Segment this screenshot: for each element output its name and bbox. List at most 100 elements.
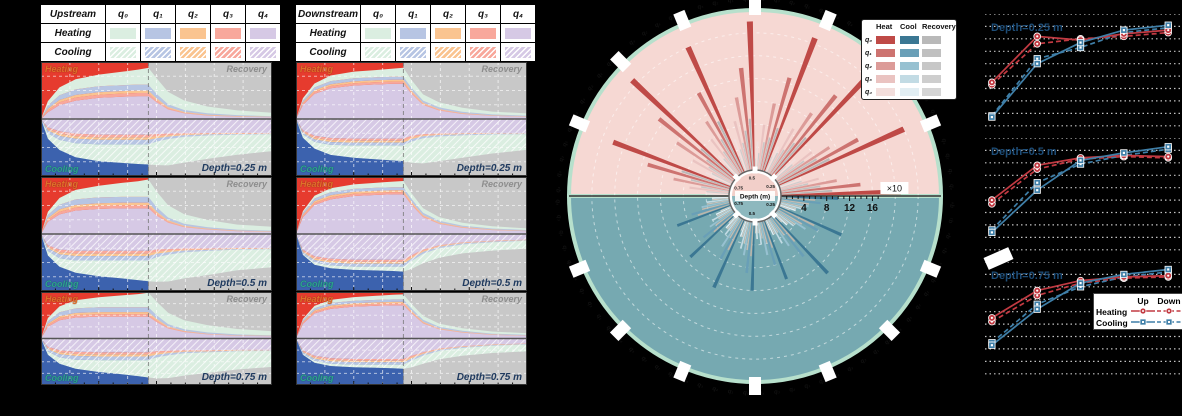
svg-text:q₃: q₃ xyxy=(905,315,914,324)
upstream-legend-table: Upstream q₀ q₁ q₂ q₃ q₄ Heating Cooling xyxy=(40,4,281,62)
svg-text:q₄: q₄ xyxy=(758,0,765,3)
svg-text:q₃: q₃ xyxy=(697,382,705,390)
svg-text:q₀: q₀ xyxy=(818,378,826,386)
cooling-down-sample xyxy=(1156,317,1182,329)
svg-text:q₃: q₃ xyxy=(579,96,587,105)
heating-swatch-q4 xyxy=(250,27,276,39)
cooling-swatch-q1 xyxy=(145,46,171,58)
heating-swatch-q3 xyxy=(215,27,241,39)
svg-text:8: 8 xyxy=(824,203,830,214)
cooling-swatch-q1 xyxy=(400,46,426,58)
heating-swatch-q3 xyxy=(470,27,496,39)
svg-text:q₄: q₄ xyxy=(832,13,841,21)
svg-text:q₀: q₀ xyxy=(743,390,750,396)
svg-text:q₃: q₃ xyxy=(628,38,637,47)
col-q1: q₁ xyxy=(140,4,176,24)
svg-text:q₃: q₃ xyxy=(940,138,948,146)
svg-text:q₂: q₂ xyxy=(945,231,952,239)
svg-text:q₁: q₁ xyxy=(947,169,954,175)
svg-text:q₀: q₀ xyxy=(884,337,893,346)
svg-text:q₄: q₄ xyxy=(616,336,625,345)
row-heating-label: Heating xyxy=(40,23,106,43)
area-chart-upstream-1: Heating Recovery Cooling Depth=0.5 m xyxy=(41,177,272,291)
area-chart-downstream-2: Heating Recovery Cooling Depth=0.75 m xyxy=(296,292,527,385)
downstream-legend-table: Downstream q₀ q₁ q₂ q₃ q₄ Heating Coolin… xyxy=(295,4,536,62)
polar-legend-row: q₀ xyxy=(865,31,953,44)
line-chart-0: Depth=0.25 m xyxy=(985,13,1182,132)
svg-text:q₀: q₀ xyxy=(606,59,615,68)
col-q2: q₂ xyxy=(175,4,211,24)
heating-swatch-q2 xyxy=(435,27,461,39)
col-q0: q₀ xyxy=(360,4,396,24)
polar-svg: q₀q₀q₁q₁q₂q₂q₃q₃q₄q₄q₀q₀q₁q₁q₂q₂q₃q₃q₄q₄… xyxy=(554,0,956,397)
svg-text:q₂: q₂ xyxy=(712,386,720,393)
svg-text:×10: ×10 xyxy=(887,184,902,194)
legend-recovery-header: Recovery xyxy=(922,22,956,31)
svg-text:q₀: q₀ xyxy=(566,125,574,133)
cooling-swatch-q4 xyxy=(505,46,531,58)
svg-text:q₂: q₂ xyxy=(789,386,797,393)
legend-up-header: Up xyxy=(1137,295,1149,306)
svg-text:q₂: q₂ xyxy=(914,302,923,311)
col-q3: q₃ xyxy=(465,4,501,24)
svg-text:q₁: q₁ xyxy=(727,389,733,396)
svg-text:q₀: q₀ xyxy=(949,201,955,208)
svg-text:q₂: q₂ xyxy=(860,356,869,365)
svg-text:q₀: q₀ xyxy=(743,0,750,3)
heating-down-sample xyxy=(1156,306,1182,318)
svg-text:q₂: q₂ xyxy=(558,230,565,238)
col-q3: q₃ xyxy=(210,4,246,24)
svg-text:0.75: 0.75 xyxy=(734,186,743,191)
area-chart-downstream-0: Heating Recovery Cooling Depth=0.25 m xyxy=(296,62,527,176)
area-chart-upstream-2: Heating Recovery Cooling Depth=0.75 m xyxy=(41,292,272,385)
svg-text:q₁: q₁ xyxy=(872,348,880,356)
row-cooling-label: Cooling xyxy=(40,42,106,62)
heating-swatch-q0 xyxy=(110,27,136,39)
polar-legend: Heat Cool Recovery q₀ q₁ q₂ q₃ q₄ xyxy=(861,19,957,100)
svg-text:q₂: q₂ xyxy=(789,0,797,7)
svg-text:q₄: q₄ xyxy=(936,261,944,269)
cooling-swatch-q3 xyxy=(470,46,496,58)
svg-text:q₀: q₀ xyxy=(565,259,573,267)
heating-swatch-q2 xyxy=(180,27,206,39)
line-chart-1: Depth=0.5 m xyxy=(985,137,1182,256)
cooling-swatch-q0 xyxy=(110,46,136,58)
row-cooling-label: Cooling xyxy=(295,42,361,62)
svg-text:q₂: q₂ xyxy=(712,0,720,7)
line-chart-legend: Up Down Heating Cooling xyxy=(1093,293,1182,330)
legend-heating-label: Heating xyxy=(1096,307,1128,317)
svg-text:q₁: q₁ xyxy=(596,71,604,79)
svg-text:q₀: q₀ xyxy=(948,184,954,191)
svg-text:q₄: q₄ xyxy=(571,274,579,283)
svg-text:0.5: 0.5 xyxy=(749,175,756,180)
upstream-title: Upstream xyxy=(40,4,106,24)
svg-text:q₃: q₃ xyxy=(941,246,949,254)
svg-text:q₃: q₃ xyxy=(555,215,562,222)
svg-text:q₁: q₁ xyxy=(561,245,568,252)
svg-text:q₄: q₄ xyxy=(682,377,690,385)
col-q0: q₀ xyxy=(105,4,141,24)
col-q4: q₄ xyxy=(245,4,281,24)
area-chart-downstream-1: Heating Recovery Cooling Depth=0.5 m xyxy=(296,177,527,291)
svg-text:q₃: q₃ xyxy=(556,170,563,177)
svg-text:q₃: q₃ xyxy=(774,0,781,4)
heating-swatch-q0 xyxy=(365,27,391,39)
svg-text:12: 12 xyxy=(844,203,856,214)
svg-text:q₄: q₄ xyxy=(554,199,560,206)
svg-text:q₃: q₃ xyxy=(697,3,705,11)
svg-text:q₁: q₁ xyxy=(923,290,931,298)
svg-text:q₂: q₂ xyxy=(587,83,596,92)
polar-legend-row: q₄ xyxy=(865,83,953,96)
svg-text:0.25: 0.25 xyxy=(766,184,775,189)
svg-text:q₀: q₀ xyxy=(818,7,826,15)
svg-text:q₂: q₂ xyxy=(944,153,951,161)
cooling-swatch-q3 xyxy=(215,46,241,58)
svg-text:4: 4 xyxy=(801,203,807,214)
col-q4: q₄ xyxy=(500,4,536,24)
cooling-up-sample xyxy=(1130,317,1156,329)
svg-text:q₁: q₁ xyxy=(728,0,734,4)
svg-text:q₁: q₁ xyxy=(562,140,569,147)
cooling-swatch-q0 xyxy=(365,46,391,58)
svg-text:q₀: q₀ xyxy=(605,325,614,334)
